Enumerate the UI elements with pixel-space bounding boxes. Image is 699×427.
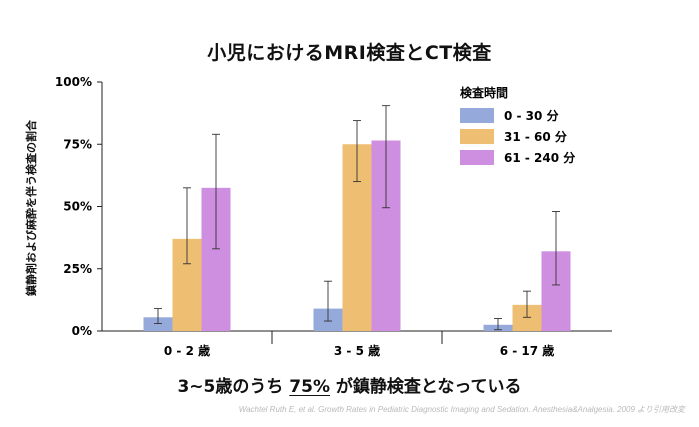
y-tick-label: 0% <box>72 324 92 338</box>
chart-legend: 検査時間 0 - 30 分 31 - 60 分 61 - 240 分 <box>460 85 575 165</box>
chart-title: 小児におけるMRI検査とCT検査 <box>207 42 492 64</box>
legend-label: 0 - 30 分 <box>504 108 559 123</box>
legend-swatch <box>460 108 494 123</box>
bar <box>143 317 173 331</box>
y-tick-label: 25% <box>63 262 92 276</box>
x-category-label: 3 - 5 歳 <box>334 343 380 358</box>
y-tick-label: 100% <box>55 75 92 89</box>
y-tick-label: 75% <box>63 137 92 151</box>
x-category-label: 6 - 17 歳 <box>500 343 555 358</box>
legend-label: 61 - 240 分 <box>504 150 575 165</box>
chart-bars <box>143 105 571 331</box>
legend-title: 検査時間 <box>460 85 508 100</box>
citation: Wachtel Ruth E, et al. Growth Rates in P… <box>238 405 685 414</box>
legend-swatch <box>460 129 494 144</box>
chart-axes: 0% 25% 50% 75% 100% 0 - 2 歳 3 - 5 歳 6 - 17 歳 <box>55 75 612 358</box>
x-category-label: 0 - 2 歳 <box>164 343 210 358</box>
conclusion-text: 3~5歳のうち 75% が鎮静検査となっている <box>0 372 699 397</box>
conclusion-before: 3~5歳のうち <box>177 377 290 397</box>
legend-label: 31 - 60 分 <box>504 129 567 144</box>
conclusion-after: が鎮静検査となっている <box>329 377 522 397</box>
conclusion-highlight: 75% <box>289 377 330 397</box>
y-tick-label: 50% <box>63 200 92 214</box>
legend-swatch <box>460 150 494 165</box>
